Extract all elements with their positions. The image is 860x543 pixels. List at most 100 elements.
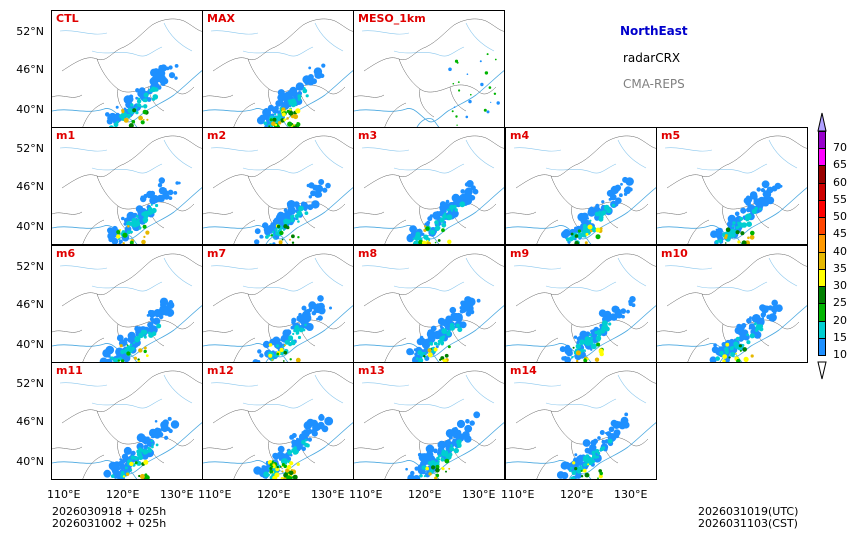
- colorbar-top-arrow: [817, 112, 827, 132]
- panel-label: CTL: [56, 12, 79, 25]
- radar-echoes: [254, 179, 331, 244]
- panel-label: m1: [56, 129, 76, 142]
- map-panel-max: MAX: [202, 10, 354, 128]
- init-utc: 2026030918 + 025h: [52, 505, 167, 518]
- map-panel-meso_1km: MESO_1km: [353, 10, 505, 128]
- colorbar-swatch: [818, 199, 826, 219]
- lat-tick-label: 52°N: [16, 25, 44, 38]
- lon-tick-label: 130°E: [160, 488, 194, 501]
- colorbar-level-label: 30: [833, 279, 847, 293]
- map-panel-m13: m13: [353, 362, 505, 480]
- panel-label: m10: [661, 247, 688, 260]
- panel-label: m3: [358, 129, 378, 142]
- lon-tick-label: 120°E: [257, 488, 291, 501]
- colorbar-swatch: [818, 234, 826, 253]
- colorbar-swatch: [818, 131, 826, 150]
- variable-name: radarCRX: [623, 51, 681, 65]
- colorbar-swatch: [818, 268, 826, 288]
- lat-tick-label: 46°N: [16, 298, 44, 311]
- colorbar-swatch: [818, 165, 826, 184]
- colorbar-level-label: 20: [833, 313, 847, 327]
- map-panel-m3: m3: [353, 127, 505, 245]
- colorbar-level-label: 40: [833, 244, 847, 258]
- radar-echoes: [405, 411, 481, 479]
- panel-label: m6: [56, 247, 76, 260]
- radar-echoes: [406, 296, 481, 362]
- lon-tick-label: 130°E: [614, 488, 648, 501]
- lon-tick-label: 110°E: [47, 488, 81, 501]
- radar-echoes: [561, 176, 634, 244]
- lat-tick-label: 46°N: [16, 180, 44, 193]
- footer-init-time: 2026030918 + 025h 2026031002 + 025h: [52, 506, 166, 530]
- radar-echoes: [103, 416, 180, 479]
- colorbar-swatch: [818, 217, 826, 236]
- radar-echoes: [709, 299, 783, 362]
- colorbar-level-label: 25: [833, 296, 847, 310]
- colorbar-swatch: [818, 337, 826, 356]
- radar-echoes: [406, 180, 479, 244]
- colorbar-level-label: 45: [833, 227, 847, 241]
- map-panel-m8: m8: [353, 245, 505, 363]
- radar-echoes: [448, 53, 500, 126]
- panel-label: m2: [207, 129, 227, 142]
- valid-cst: 2026031103(CST): [698, 517, 798, 530]
- init-cst: 2026031002 + 025h: [52, 517, 167, 530]
- colorbar-level-label: 15: [833, 330, 847, 344]
- map-panel-m6: m6: [51, 245, 203, 363]
- lat-tick-label: 40°N: [16, 455, 44, 468]
- radar-echoes: [99, 297, 175, 362]
- map-panel-m11: m11: [51, 362, 203, 480]
- map-panel-m10: m10: [656, 245, 808, 363]
- colorbar-level-label: 55: [833, 192, 847, 206]
- panel-label: MESO_1km: [358, 12, 426, 25]
- colorbar-level-label: 65: [833, 158, 847, 172]
- lat-tick-label: 40°N: [16, 220, 44, 233]
- radar-echoes: [253, 413, 334, 479]
- lon-tick-label: 110°E: [198, 488, 232, 501]
- lon-tick-label: 120°E: [106, 488, 140, 501]
- colorbar-bottom-arrow: [817, 361, 827, 380]
- panel-label: m11: [56, 364, 83, 377]
- lon-tick-label: 130°E: [311, 488, 345, 501]
- panel-label: m4: [510, 129, 530, 142]
- lat-tick-label: 40°N: [16, 103, 44, 116]
- radar-echoes: [105, 64, 179, 127]
- map-panel-m5: m5: [656, 127, 808, 245]
- lat-tick-label: 52°N: [16, 377, 44, 390]
- colorbar-level-label: 10: [833, 348, 847, 361]
- map-panel-m2: m2: [202, 127, 354, 245]
- panel-label: MAX: [207, 12, 235, 25]
- panel-label: m14: [510, 364, 537, 377]
- map-panel-m7: m7: [202, 245, 354, 363]
- map-panel-m12: m12: [202, 362, 354, 480]
- panel-label: m13: [358, 364, 385, 377]
- panel-label: m5: [661, 129, 681, 142]
- panel-label: m12: [207, 364, 234, 377]
- region-title: NorthEast: [620, 24, 688, 38]
- radar-echoes: [559, 296, 636, 362]
- valid-utc: 2026031019(UTC): [698, 505, 799, 518]
- colorbar-level-label: 60: [833, 175, 847, 189]
- radar-echoes: [556, 412, 630, 479]
- colorbar-swatch: [818, 148, 826, 167]
- radar-echoes: [710, 180, 783, 244]
- lon-tick-label: 120°E: [408, 488, 442, 501]
- lat-tick-label: 52°N: [16, 142, 44, 155]
- map-panel-m14: m14: [505, 362, 657, 480]
- lon-tick-label: 110°E: [349, 488, 383, 501]
- colorbar-swatch: [818, 182, 826, 201]
- map-panel-m9: m9: [505, 245, 657, 363]
- lat-tick-label: 46°N: [16, 415, 44, 428]
- map-panel-m4: m4: [505, 127, 657, 245]
- model-source: CMA-REPS: [623, 77, 685, 91]
- panel-label: m7: [207, 247, 227, 260]
- radar-echoes: [252, 295, 332, 362]
- colorbar-swatch: [818, 303, 826, 322]
- colorbar-swatch: [818, 251, 826, 270]
- radar-echoes: [107, 177, 181, 244]
- lat-tick-label: 46°N: [16, 63, 44, 76]
- colorbar-swatch: [818, 286, 826, 305]
- lat-tick-label: 40°N: [16, 338, 44, 351]
- footer-valid-time: 2026031019(UTC) 2026031103(CST): [698, 506, 798, 530]
- map-panel-ctl: CTL: [51, 10, 203, 128]
